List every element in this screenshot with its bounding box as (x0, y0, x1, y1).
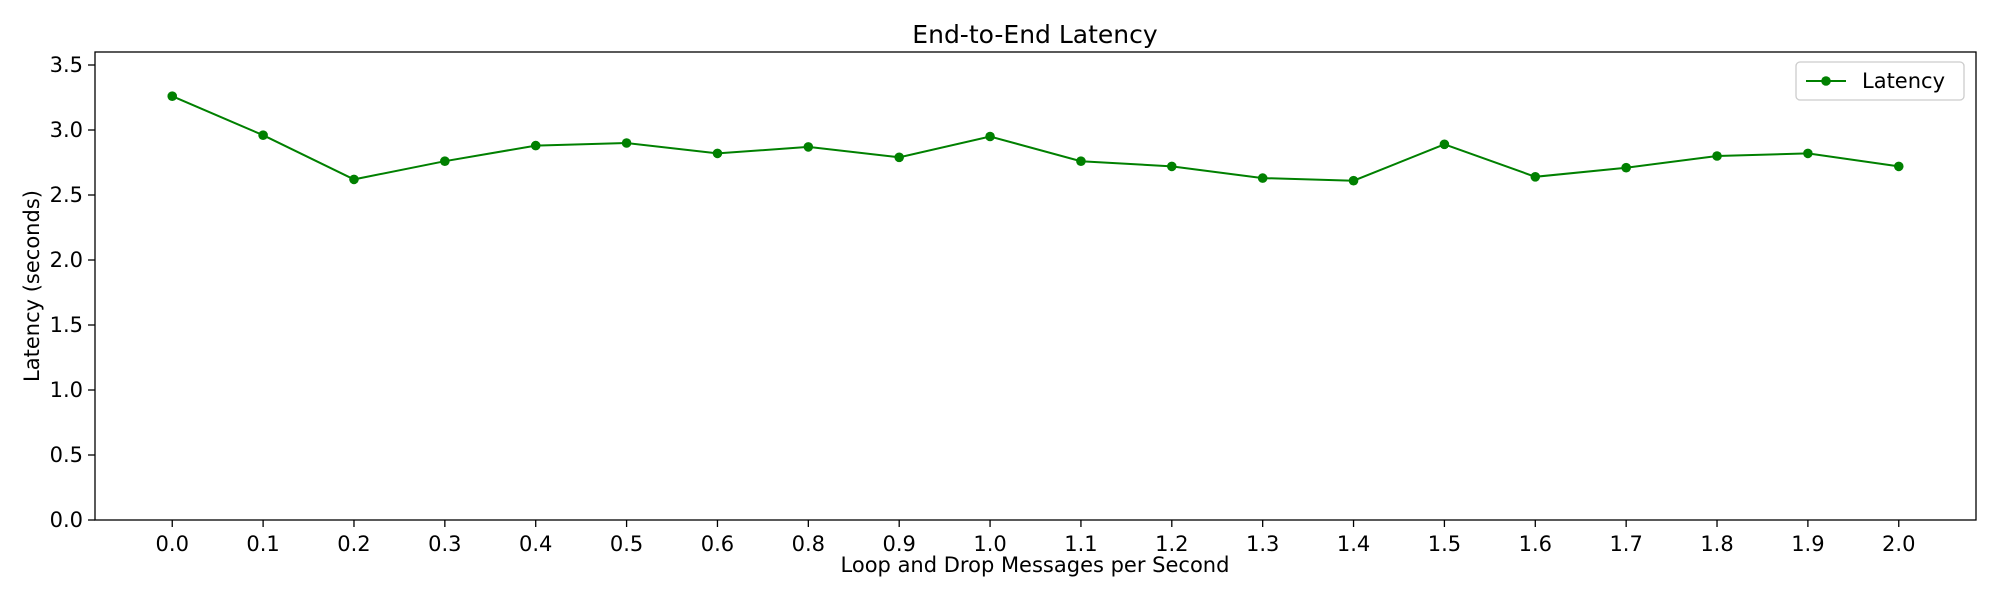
x-tick-label: 1.8 (1700, 532, 1733, 556)
data-point (349, 174, 359, 185)
data-point (894, 152, 904, 163)
x-tick-label: 1.5 (1428, 532, 1461, 556)
data-point (167, 91, 178, 101)
x-tick-label: 0.5 (610, 532, 643, 556)
legend-box (1795, 61, 1965, 101)
legend: Latency (1795, 61, 1965, 101)
data-point (985, 131, 995, 142)
y-tick-label: 0.5 (50, 443, 83, 467)
legend-marker-swatch (1821, 76, 1831, 86)
y-tick-label: 3.5 (50, 53, 83, 77)
y-tick-label: 1.5 (50, 313, 83, 337)
x-tick-label: 0.4 (519, 532, 552, 556)
data-point (712, 148, 723, 159)
x-tick-label: 2.0 (1882, 532, 1915, 556)
plot-area: 0.0 0.5 1.0 1.5 2.0 2.5 3.0 3.5 0.0 0.1 0.2 0.3 0.4 0… (50, 51, 1977, 556)
data-point (1530, 172, 1541, 182)
y-tick-label: 2.0 (50, 248, 83, 272)
x-tick-label: 0.6 (701, 532, 734, 556)
y-tick-label: 0.0 (50, 508, 83, 532)
data-point (1076, 156, 1086, 166)
legend-label: Latency (1862, 69, 1945, 93)
x-tick-label: 1.1 (1064, 532, 1097, 556)
x-tick-label: 0.0 (156, 532, 189, 556)
x-tick-label: 1.2 (1155, 532, 1188, 556)
chart-title: End-to-End Latency (912, 20, 1158, 49)
data-point (258, 130, 268, 140)
data-point (1712, 151, 1722, 161)
data-point (440, 156, 450, 166)
x-tick-label: 1.6 (1519, 532, 1552, 556)
x-tick-label: 0.3 (428, 532, 461, 556)
y-axis-label: Latency (seconds) (20, 190, 44, 382)
x-tick-label: 1.3 (1246, 532, 1279, 556)
data-point (1803, 148, 1813, 159)
x-tick-label: 0.2 (337, 532, 370, 556)
x-tick-label: 0.8 (792, 532, 825, 556)
data-point (1893, 161, 1904, 172)
data-point (621, 138, 632, 148)
x-tick-label: 1.9 (1791, 532, 1824, 556)
data-point (1348, 175, 1359, 186)
x-tick-label: 1.7 (1609, 532, 1642, 556)
plot-frame (94, 51, 1977, 521)
data-point (1167, 161, 1177, 172)
x-axis-label: Loop and Drop Messages per Second (841, 553, 1230, 577)
y-tick-label: 2.5 (50, 183, 83, 207)
series-line (171, 95, 1899, 182)
x-tick-label: 1.4 (1337, 532, 1370, 556)
data-point (1621, 162, 1631, 173)
y-tick-label: 3.0 (50, 118, 83, 142)
data-point (803, 142, 814, 152)
x-tick-label: 1.0 (973, 532, 1006, 556)
data-point (1439, 139, 1450, 150)
x-tick-label: 0.1 (246, 532, 279, 556)
x-tick-label: 0.9 (882, 532, 915, 556)
y-tick-label: 1.0 (50, 378, 83, 402)
data-point (1257, 173, 1268, 183)
data-point (530, 140, 541, 151)
